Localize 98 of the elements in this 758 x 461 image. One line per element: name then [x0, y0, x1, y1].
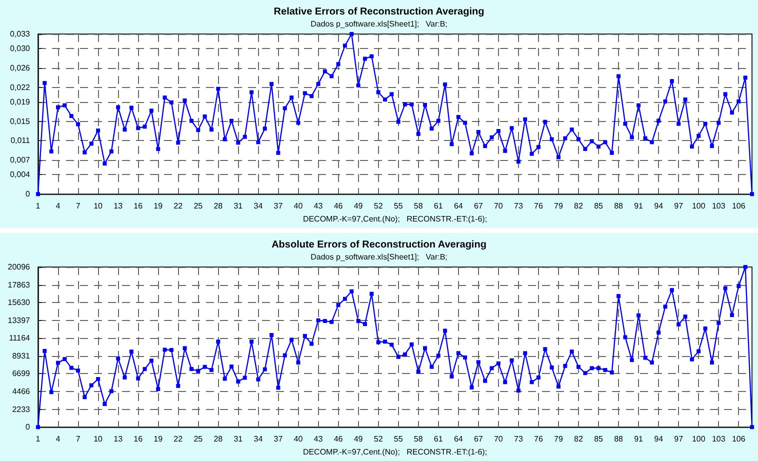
x-tick-label: 76: [534, 434, 544, 444]
chart-title: Absolute Errors of Reconstruction Averaging: [272, 240, 486, 250]
x-tick-label: 13: [114, 434, 124, 444]
x-tick-label: 73: [514, 434, 524, 444]
x-tick-label: 88: [614, 202, 624, 211]
x-tick-label: 25: [194, 202, 204, 211]
x-tick-label: 1: [36, 434, 41, 444]
x-tick-label: 28: [214, 202, 224, 211]
chart-title: Relative Errors of Reconstruction Averaging: [274, 6, 484, 18]
x-tick-label: 49: [354, 202, 364, 211]
x-tick-label: 7: [76, 202, 81, 211]
x-tick-label: 19: [154, 434, 164, 444]
x-tick-label: 4: [56, 434, 61, 444]
x-tick-label: 85: [594, 434, 604, 444]
y-tick-label: 17863: [8, 280, 31, 290]
x-tick-label: 79: [554, 202, 564, 211]
chart-subtitle: Dados p_software.xls[Sheet1]; Var:B;: [310, 252, 448, 262]
y-tick-label: 0,011: [10, 136, 31, 146]
x-tick-label: 64: [454, 434, 464, 444]
y-tick-label: 0,033: [10, 30, 31, 38]
x-tick-label: 37: [274, 202, 284, 211]
x-tick-label: 19: [154, 202, 164, 211]
x-tick-label: 97: [674, 434, 684, 444]
x-tick-label: 82: [574, 434, 584, 444]
chart-subtitle: Dados p_software.xls[Sheet1]; Var:B;: [310, 20, 448, 28]
x-tick-label: 10: [94, 202, 104, 211]
y-tick-label: 8931: [12, 351, 31, 360]
x-tick-label: 16: [134, 202, 144, 211]
y-tick-label: 0: [26, 422, 31, 432]
x-axis-title: DECOMP.-K=97,Cent.(No); RECONSTR.-ET:(1-6);: [302, 214, 488, 224]
y-tick-label: 2233: [12, 404, 31, 414]
y-tick-label: 13397: [8, 316, 31, 325]
x-tick-label: 28: [214, 434, 224, 444]
x-tick-label: 13: [114, 202, 124, 211]
x-tick-label: 106: [732, 202, 746, 211]
x-tick-label: 46: [334, 434, 344, 444]
x-tick-label: 103: [712, 202, 726, 211]
x-tick-label: 49: [354, 434, 364, 444]
x-tick-label: 16: [134, 434, 144, 444]
x-tick-label: 103: [712, 434, 726, 444]
x-tick-label: 58: [414, 202, 424, 211]
x-tick-label: 10: [94, 434, 104, 444]
x-tick-label: 94: [654, 202, 664, 211]
x-tick-label: 31: [234, 434, 244, 444]
y-tick-label: 0,030: [10, 44, 31, 54]
x-tick-label: 85: [594, 202, 604, 211]
x-tick-label: 61: [434, 202, 444, 211]
x-tick-label: 70: [494, 434, 504, 444]
y-tick-label: 11164: [8, 334, 31, 343]
x-tick-label: 76: [534, 202, 544, 211]
y-tick-label: 0,015: [10, 116, 31, 126]
x-tick-label: 40: [294, 202, 304, 211]
x-tick-label: 52: [374, 202, 384, 211]
x-tick-label: 97: [674, 202, 684, 211]
y-tick-label: 0,004: [10, 170, 31, 180]
x-tick-label: 67: [474, 434, 484, 444]
y-tick-label: 6699: [12, 369, 31, 378]
x-tick-label: 67: [474, 202, 484, 211]
y-tick-label: 0,026: [10, 63, 31, 72]
x-tick-label: 37: [274, 434, 284, 444]
x-tick-label: 73: [514, 202, 524, 211]
x-tick-label: 94: [654, 434, 664, 444]
y-tick-label: 0,022: [10, 82, 31, 92]
x-tick-label: 34: [254, 434, 264, 444]
x-tick-label: 79: [554, 434, 564, 444]
y-tick-label: 20096: [8, 262, 31, 272]
x-tick-label: 43: [314, 202, 324, 211]
x-tick-label: 7: [76, 434, 81, 444]
x-tick-label: 88: [614, 434, 624, 444]
x-tick-label: 61: [434, 434, 444, 444]
x-tick-label: 91: [634, 434, 644, 444]
x-tick-label: 46: [334, 202, 344, 211]
x-tick-label: 1: [36, 202, 41, 211]
x-tick-label: 55: [394, 434, 404, 444]
y-tick-label: 0: [26, 190, 31, 199]
y-tick-label: 4466: [12, 387, 31, 396]
x-tick-label: 82: [574, 202, 584, 211]
x-tick-label: 100: [692, 434, 706, 444]
x-tick-label: 22: [174, 202, 184, 211]
x-tick-label: 70: [494, 202, 504, 211]
x-tick-label: 100: [692, 202, 706, 211]
x-tick-label: 22: [174, 434, 184, 444]
x-tick-label: 31: [234, 202, 244, 211]
x-tick-label: 64: [454, 202, 464, 211]
y-tick-label: 0,007: [10, 156, 31, 165]
x-tick-label: 4: [56, 202, 61, 211]
x-tick-label: 40: [294, 434, 304, 444]
x-tick-label: 34: [254, 202, 264, 211]
x-axis-title: DECOMP.-K=97,Cent.(No); RECONSTR.-ET:(1-6);: [302, 448, 488, 456]
x-tick-label: 43: [314, 434, 324, 444]
y-tick-label: 0,019: [10, 97, 31, 106]
y-tick-label: 15630: [8, 298, 31, 308]
x-tick-label: 91: [634, 202, 644, 211]
x-tick-label: 106: [732, 434, 746, 444]
x-tick-label: 25: [194, 434, 204, 444]
x-tick-label: 52: [374, 434, 384, 444]
x-tick-label: 55: [394, 202, 404, 211]
x-tick-label: 58: [414, 434, 424, 444]
